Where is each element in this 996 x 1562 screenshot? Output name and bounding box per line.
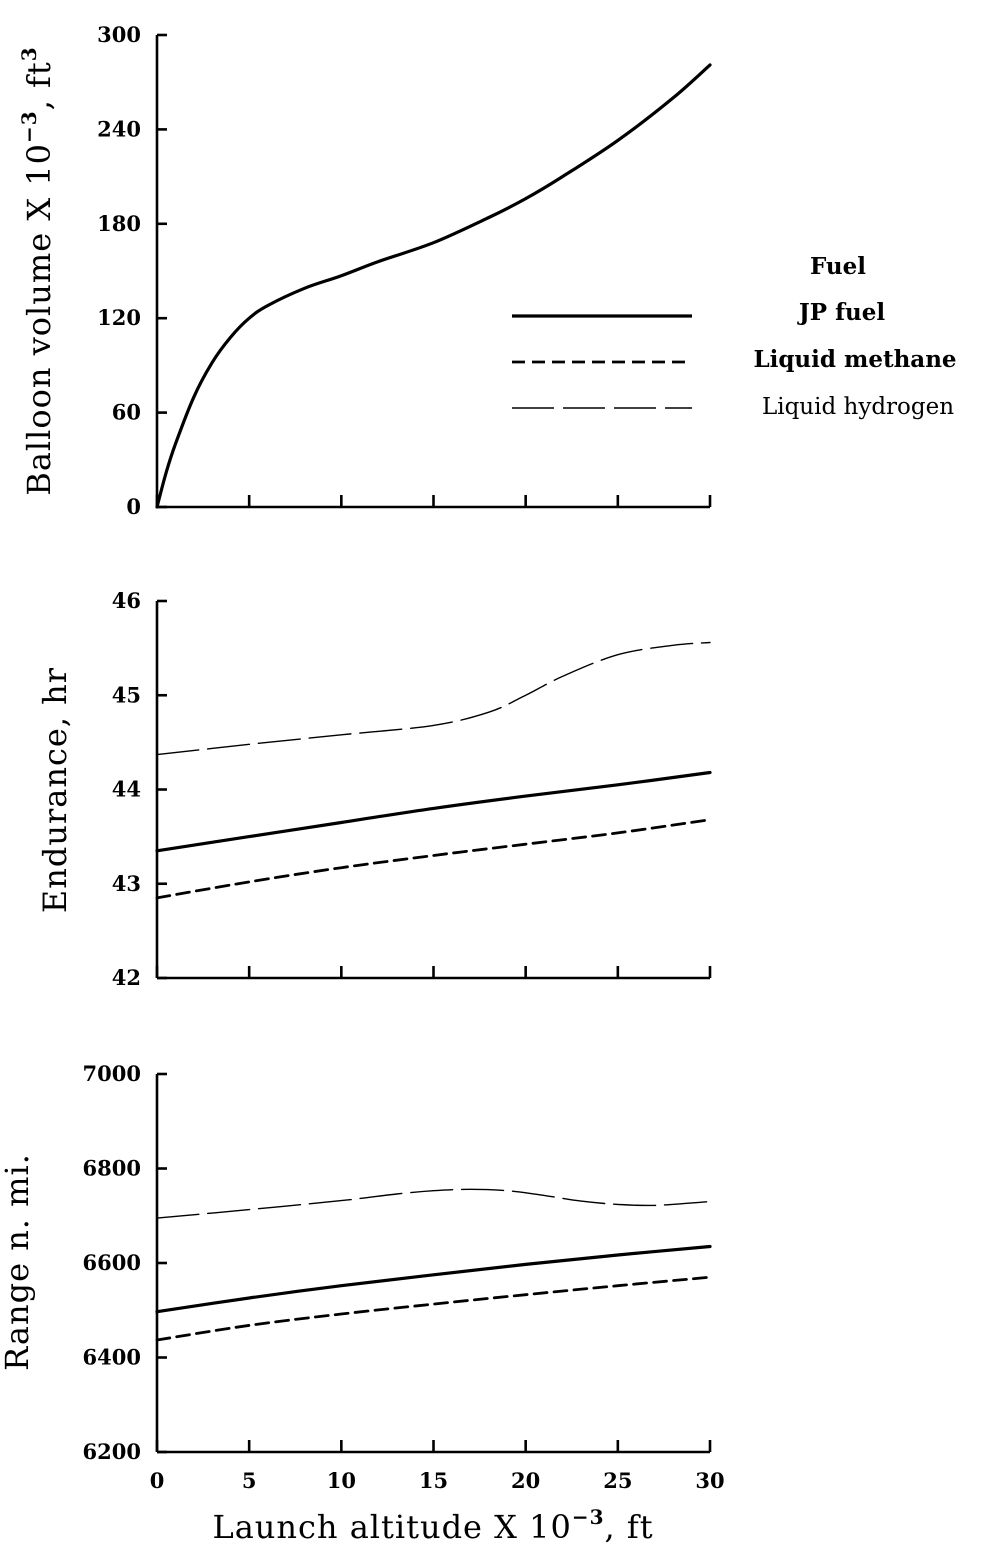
y-axis-title: Endurance, hr (36, 667, 74, 913)
x-tick-label: 25 (603, 1468, 632, 1493)
legend-title: Fuel (810, 253, 866, 280)
y-axis-title-main: Balloon volume X 10 (20, 143, 58, 496)
x-tick-label: 10 (327, 1468, 356, 1493)
series-line-solid (155, 1244, 712, 1314)
x-axis-title-main: Launch altitude X 10 (212, 1508, 571, 1546)
series-line-solid (155, 770, 712, 853)
y-tick-label: 300 (97, 22, 141, 47)
legend: Fuel JP fuel Liquid methane Liquid hydro… (512, 253, 957, 420)
x-tick-label: 30 (695, 1468, 724, 1493)
x-tick-label: 5 (242, 1468, 257, 1493)
y-axis-title-unit: , ft (20, 61, 58, 110)
y-tick-label: 7000 (83, 1061, 141, 1086)
panel-range: 6200 6400 6600 6800 7000 0 5 10 15 20 25 30 Range n.… (0, 1061, 725, 1493)
legend-label-liquid-methane: Liquid methane (753, 346, 956, 373)
y-axis-title-main: Range n. mi. (0, 1153, 36, 1371)
legend-label-jp-fuel: JP fuel (797, 299, 885, 326)
x-axis-title: Launch altitude X 10−3, ft (212, 1505, 653, 1546)
y-tick-label: 44 (112, 777, 141, 802)
x-tick-label: 20 (511, 1468, 540, 1493)
y-axis-title: Range n. mi. (0, 1153, 36, 1371)
legend-label-liquid-hydrogen: Liquid hydrogen (762, 394, 954, 420)
y-tick-label: 45 (112, 682, 141, 707)
y-tick-label: 42 (112, 965, 141, 990)
y-tick-label: 6800 (83, 1156, 141, 1181)
series-line-dashed (155, 818, 712, 900)
series-line-long-dash-thin (156, 1188, 711, 1219)
panel-endurance: 42 43 44 45 46 Endurance, hr (36, 588, 712, 990)
series-line-dashed (155, 1275, 712, 1342)
y-axis-title-main: Endurance, hr (36, 667, 74, 913)
y-tick-label: 46 (112, 588, 141, 613)
y-tick-label: 0 (126, 494, 141, 519)
x-tick-label: 15 (419, 1468, 448, 1493)
panel-volume: 0 60 120 180 240 300 Balloon volume X 10−3, ft… (17, 22, 712, 519)
x-tick-label: 0 (150, 1468, 165, 1493)
y-axis-title-unit-exponent: 3 (17, 46, 41, 61)
series-line-solid (155, 63, 712, 509)
y-axis-title: Balloon volume X 10−3, ft3 (17, 46, 58, 495)
y-tick-label: 43 (112, 871, 141, 896)
x-axis-title-exponent: −3 (572, 1505, 605, 1529)
series-line-long-dash-thin (156, 641, 711, 756)
y-tick-label: 60 (112, 400, 141, 425)
y-tick-label: 6400 (83, 1345, 141, 1370)
y-tick-label: 180 (97, 211, 141, 236)
x-axis-title-unit: , ft (605, 1508, 654, 1546)
y-axis-title-exponent: −3 (17, 110, 41, 143)
y-tick-label: 6200 (83, 1439, 141, 1464)
y-tick-label: 120 (97, 305, 141, 330)
y-tick-label: 6600 (83, 1250, 141, 1275)
y-tick-label: 240 (97, 116, 141, 141)
